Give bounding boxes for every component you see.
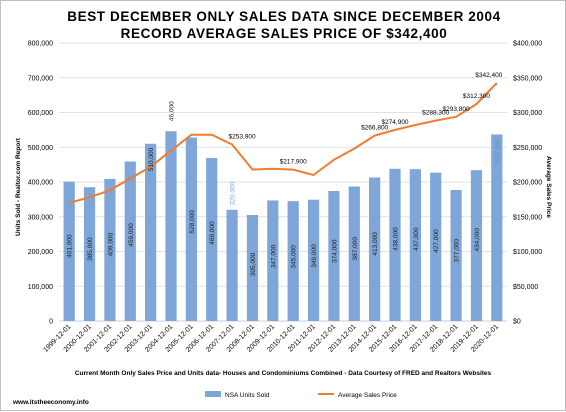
bar-value-label: 345,000 [291,245,298,269]
chart-title: BEST DECEMBER ONLY SALES DATA SINCE DECE… [67,9,500,24]
bar [63,181,75,321]
bar [348,186,360,321]
bar [267,200,279,321]
right-tick-label: $200,000 [513,180,542,187]
bar [430,172,442,321]
left-tick-label: 600,000 [28,110,53,117]
left-axis-label: Units Sold - Realtor.com Report [15,137,22,236]
left-tick-label: 0 [49,319,53,326]
right-tick-label: $350,000 [513,75,542,82]
bar-value-label: 459,000 [128,223,135,247]
left-tick-label: 100,000 [28,284,53,291]
x-axis-ticks: 1999-12-012000-12-012001-12-012002-12-01… [42,323,500,353]
bar-value-label: 305,000 [250,252,257,276]
bar [185,137,197,321]
bar-value-label: 528,000 [189,210,196,234]
bar-value-labels: 401,000 385,000 409,000 459,000 510,000 46,00… [67,101,502,276]
bar [409,169,421,321]
bar-value-label: 409,000 [107,232,114,256]
legend-units-label: NSA Units Sold [225,392,270,399]
bar [246,215,259,321]
right-tick-label: $50,000 [513,284,538,291]
price-label: $342,400 [475,72,502,79]
right-tick-label: $300,000 [513,110,542,117]
footer-caption: Current Month Only Sales Price and Units… [75,370,492,377]
legend: NSA Units Sold Average Sales Price [205,391,397,399]
bar [104,178,116,321]
bar [145,143,157,321]
price-label: $266,800 [361,125,388,132]
bar-value-label: 347,000 [270,244,277,268]
price-label: $293,800 [443,106,470,113]
bar-value-label: 401,000 [67,234,74,258]
right-tick-label: $0 [513,319,521,326]
bar [124,161,136,321]
price-label: $253,900 [229,134,256,141]
right-tick-label: $250,000 [513,145,542,152]
bar-value-label: 537,000 [494,138,501,162]
bar [491,134,503,321]
bar-value-label: 427,000 [433,229,440,253]
left-tick-label: 700,000 [28,75,53,82]
left-tick-label: 800,000 [28,41,53,48]
right-tick-label: $400,000 [513,41,542,48]
left-tick-label: 200,000 [28,249,53,256]
bar-value-label: 349,000 [311,244,318,268]
legend-price-label: Average Sales Price [338,392,397,399]
left-tick-label: 400,000 [28,180,53,187]
bar-value-label: 387,000 [352,237,359,261]
bar-value-label: 320,000 [230,181,237,205]
line-series [68,82,498,204]
bar [389,168,401,321]
left-axis-ticks: 0 100,000 200,000 300,000 400,000 500,000 600,… [28,41,53,326]
right-axis-label: Average Sales Price [545,156,552,218]
bar-value-label: 438,000 [393,227,400,251]
bar-value-label: 510,000 [148,147,155,171]
bar [450,189,462,321]
left-tick-label: 300,000 [28,214,53,221]
bar-value-label: 469,000 [209,221,216,245]
bar [226,209,238,321]
bar-value-label: 413,000 [372,232,379,256]
website-label: www.itstheeconomy.info [12,399,89,406]
bar [470,170,483,321]
bar [83,187,96,321]
price-label: $274,900 [381,119,408,126]
bar [165,131,177,321]
right-tick-label: $150,000 [513,214,542,221]
right-tick-label: $100,000 [513,249,542,256]
bar [369,177,381,321]
price-label: $217,900 [280,159,307,166]
bar-value-label: 377,000 [454,239,461,263]
price-label: $312,300 [463,93,490,100]
bar-value-label: 434,000 [474,228,481,252]
bar-value-label: 374,000 [331,239,338,263]
chart-subtitle: RECORD AVERAGE SALES PRICE OF $342,400 [121,26,448,41]
price-label: $288,300 [422,110,449,117]
price-line [68,82,498,204]
bar-value-label: 46,000 [169,101,176,121]
bar [328,191,340,321]
left-tick-label: 500,000 [28,145,53,152]
legend-bar-swatch [205,391,221,397]
bar [287,201,299,321]
bar [307,199,320,321]
bar-series [63,131,503,321]
right-axis-ticks: $0 $50,000 $100,000 $150,000 $200,000 $250,00… [513,41,542,326]
bar [206,158,218,321]
bar-value-label: 437,000 [413,227,420,251]
bar-value-label: 385,000 [87,237,94,261]
line-value-labels: $253,900 $217,900 $266,800$274,900 $288,300… [229,72,503,166]
